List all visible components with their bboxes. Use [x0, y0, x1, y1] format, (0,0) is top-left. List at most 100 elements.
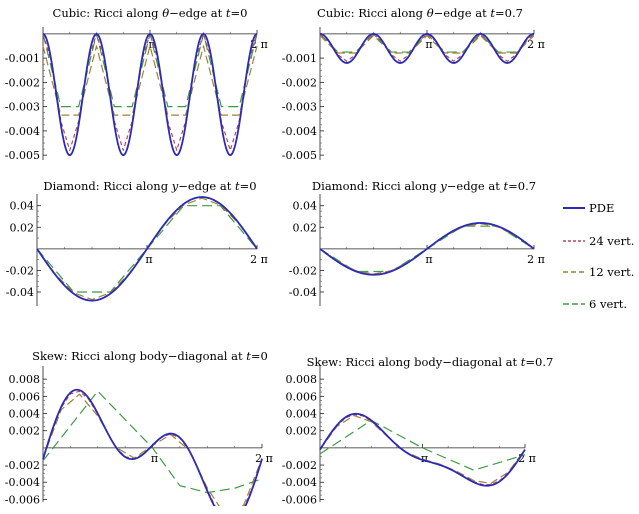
chart-title-part: y	[171, 179, 179, 193]
y-tick-label: -0.004	[282, 476, 317, 489]
x-tick-label: 2 π	[250, 253, 268, 266]
x-tick-label: π	[425, 253, 432, 266]
chart-title-part: Skew: Ricci along body−diagonal at	[307, 355, 521, 369]
chart-title-part: =0	[231, 6, 248, 20]
chart-panel-3: Diamond: Ricci along y−edge at t=0 0.04 0.…	[6, 179, 268, 306]
y-tick-label: 0.04	[293, 200, 318, 213]
series-line-v12	[42, 45, 258, 116]
series-line-pde	[36, 196, 258, 302]
legend-label: 12 vert.	[589, 265, 634, 279]
legend-label: 24 vert.	[589, 234, 634, 248]
chart-title-part: −edge at	[169, 6, 226, 20]
series-line-pde	[319, 412, 526, 487]
chart-title-part: y	[439, 179, 447, 193]
x-tick-label: π	[151, 452, 158, 465]
y-tick-label: 0.006	[9, 390, 41, 403]
x-tick-label: π	[145, 253, 152, 266]
chart-title-part: −edge at	[447, 179, 504, 193]
y-tick-label: -0.006	[5, 493, 40, 506]
y-tick-label: -0.04	[289, 286, 317, 299]
y-tick-label: 0.006	[286, 390, 318, 403]
y-tick-label: 0.004	[9, 408, 41, 421]
chart-title-part: Diamond: Ricci along	[312, 179, 440, 193]
series-line-v12	[319, 415, 526, 485]
y-tick-label: -0.002	[5, 76, 40, 89]
chart-title-part: −edge at	[178, 179, 235, 193]
y-tick-label: -0.001	[282, 52, 317, 65]
chart-title-part: =0	[251, 349, 268, 363]
series-line-pde	[42, 388, 263, 506]
chart-title-part: =0.7	[508, 179, 536, 193]
chart-title-part: t	[226, 6, 231, 20]
chart-title-part: t	[246, 349, 251, 363]
chart-title: Cubic: Ricci along θ−edge at t=0.7	[317, 6, 523, 20]
y-tick-label: 0.002	[9, 425, 41, 438]
chart-title-part: =0	[240, 179, 257, 193]
series-line-v24	[42, 33, 258, 151]
chart-panel-2: Cubic: Ricci along θ−edge at t=0.7 -0.001…	[282, 6, 545, 162]
series-line-v12	[319, 34, 535, 54]
chart-title-part: Diamond: Ricci along	[43, 179, 171, 193]
y-tick-label: -0.002	[5, 459, 40, 472]
series-line-pde	[319, 222, 535, 276]
chart-panel-6: Skew: Ricci along body−diagonal at t=0.7…	[282, 355, 554, 506]
y-tick-label: 0.02	[293, 221, 318, 234]
x-tick-label: 2 π	[527, 253, 545, 266]
chart-title-part: t	[521, 355, 526, 369]
chart-panel-4: Diamond: Ricci along y−edge at t=0.7 0.04…	[289, 179, 545, 306]
series-line-v24	[319, 413, 526, 486]
y-tick-label: 0.008	[9, 373, 41, 386]
chart-title: Skew: Ricci along body−diagonal at t=0	[32, 349, 268, 363]
x-tick-label: 2 π	[255, 452, 273, 465]
y-tick-label: -0.002	[282, 459, 317, 472]
x-tick-label: π	[421, 452, 428, 465]
series-line-v24	[42, 390, 263, 506]
series-line-pde	[319, 32, 535, 64]
y-tick-label: 0.004	[286, 408, 318, 421]
x-tick-label: π	[425, 38, 432, 51]
y-tick-label: -0.004	[5, 125, 40, 138]
chart-title: Diamond: Ricci along y−edge at t=0.7	[312, 179, 536, 193]
y-tick-label: -0.005	[282, 149, 317, 162]
y-tick-label: 0.02	[10, 221, 35, 234]
chart-title: Diamond: Ricci along y−edge at t=0	[43, 179, 256, 193]
y-tick-label: 0.008	[286, 373, 318, 386]
x-tick-label: 2 π	[250, 38, 268, 51]
y-tick-label: -0.005	[5, 149, 40, 162]
y-tick-label: -0.003	[282, 101, 317, 114]
series-line-v6	[36, 205, 258, 293]
chart-title-part: =0.7	[525, 355, 553, 369]
chart-title-part: t	[235, 179, 240, 193]
chart-panel-1: Cubic: Ricci along θ−edge at t=0 -0.001 -0…	[5, 6, 268, 162]
chart-title-part: θ	[427, 6, 434, 20]
chart-title-part: t	[490, 6, 495, 20]
x-tick-label: 2 π	[527, 38, 545, 51]
chart-title: Skew: Ricci along body−diagonal at t=0.7	[307, 355, 554, 369]
y-tick-label: -0.003	[5, 101, 40, 114]
y-tick-label: -0.04	[6, 286, 34, 299]
chart-title-part: t	[504, 179, 509, 193]
chart-title: Cubic: Ricci along θ−edge at t=0	[53, 6, 248, 20]
y-tick-label: -0.001	[5, 52, 40, 65]
chart-title-part: −edge at	[434, 6, 491, 20]
series-line-v6	[42, 390, 263, 494]
chart-title-part: Cubic: Ricci along	[317, 6, 427, 20]
y-tick-label: -0.02	[289, 264, 317, 277]
legend-label: PDE	[589, 201, 614, 215]
y-tick-label: -0.004	[5, 476, 40, 489]
y-tick-label: 0.04	[10, 200, 35, 213]
y-tick-label: 0.002	[286, 425, 318, 438]
chart-title-part: Cubic: Ricci along	[53, 6, 163, 20]
legend: PDE 24 vert. 12 vert. 6 vert.	[563, 201, 634, 311]
series-line-pde	[42, 32, 258, 156]
y-tick-label: -0.02	[6, 264, 34, 277]
y-tick-label: -0.002	[282, 76, 317, 89]
chart-title-part: =0.7	[495, 6, 523, 20]
y-tick-label: -0.006	[282, 493, 317, 506]
chart-title-part: Skew: Ricci along body−diagonal at	[32, 349, 246, 363]
x-tick-label: 2 π	[518, 452, 536, 465]
y-tick-label: -0.004	[282, 125, 317, 138]
chart-title-part: θ	[162, 6, 169, 20]
legend-label: 6 vert.	[589, 297, 627, 311]
